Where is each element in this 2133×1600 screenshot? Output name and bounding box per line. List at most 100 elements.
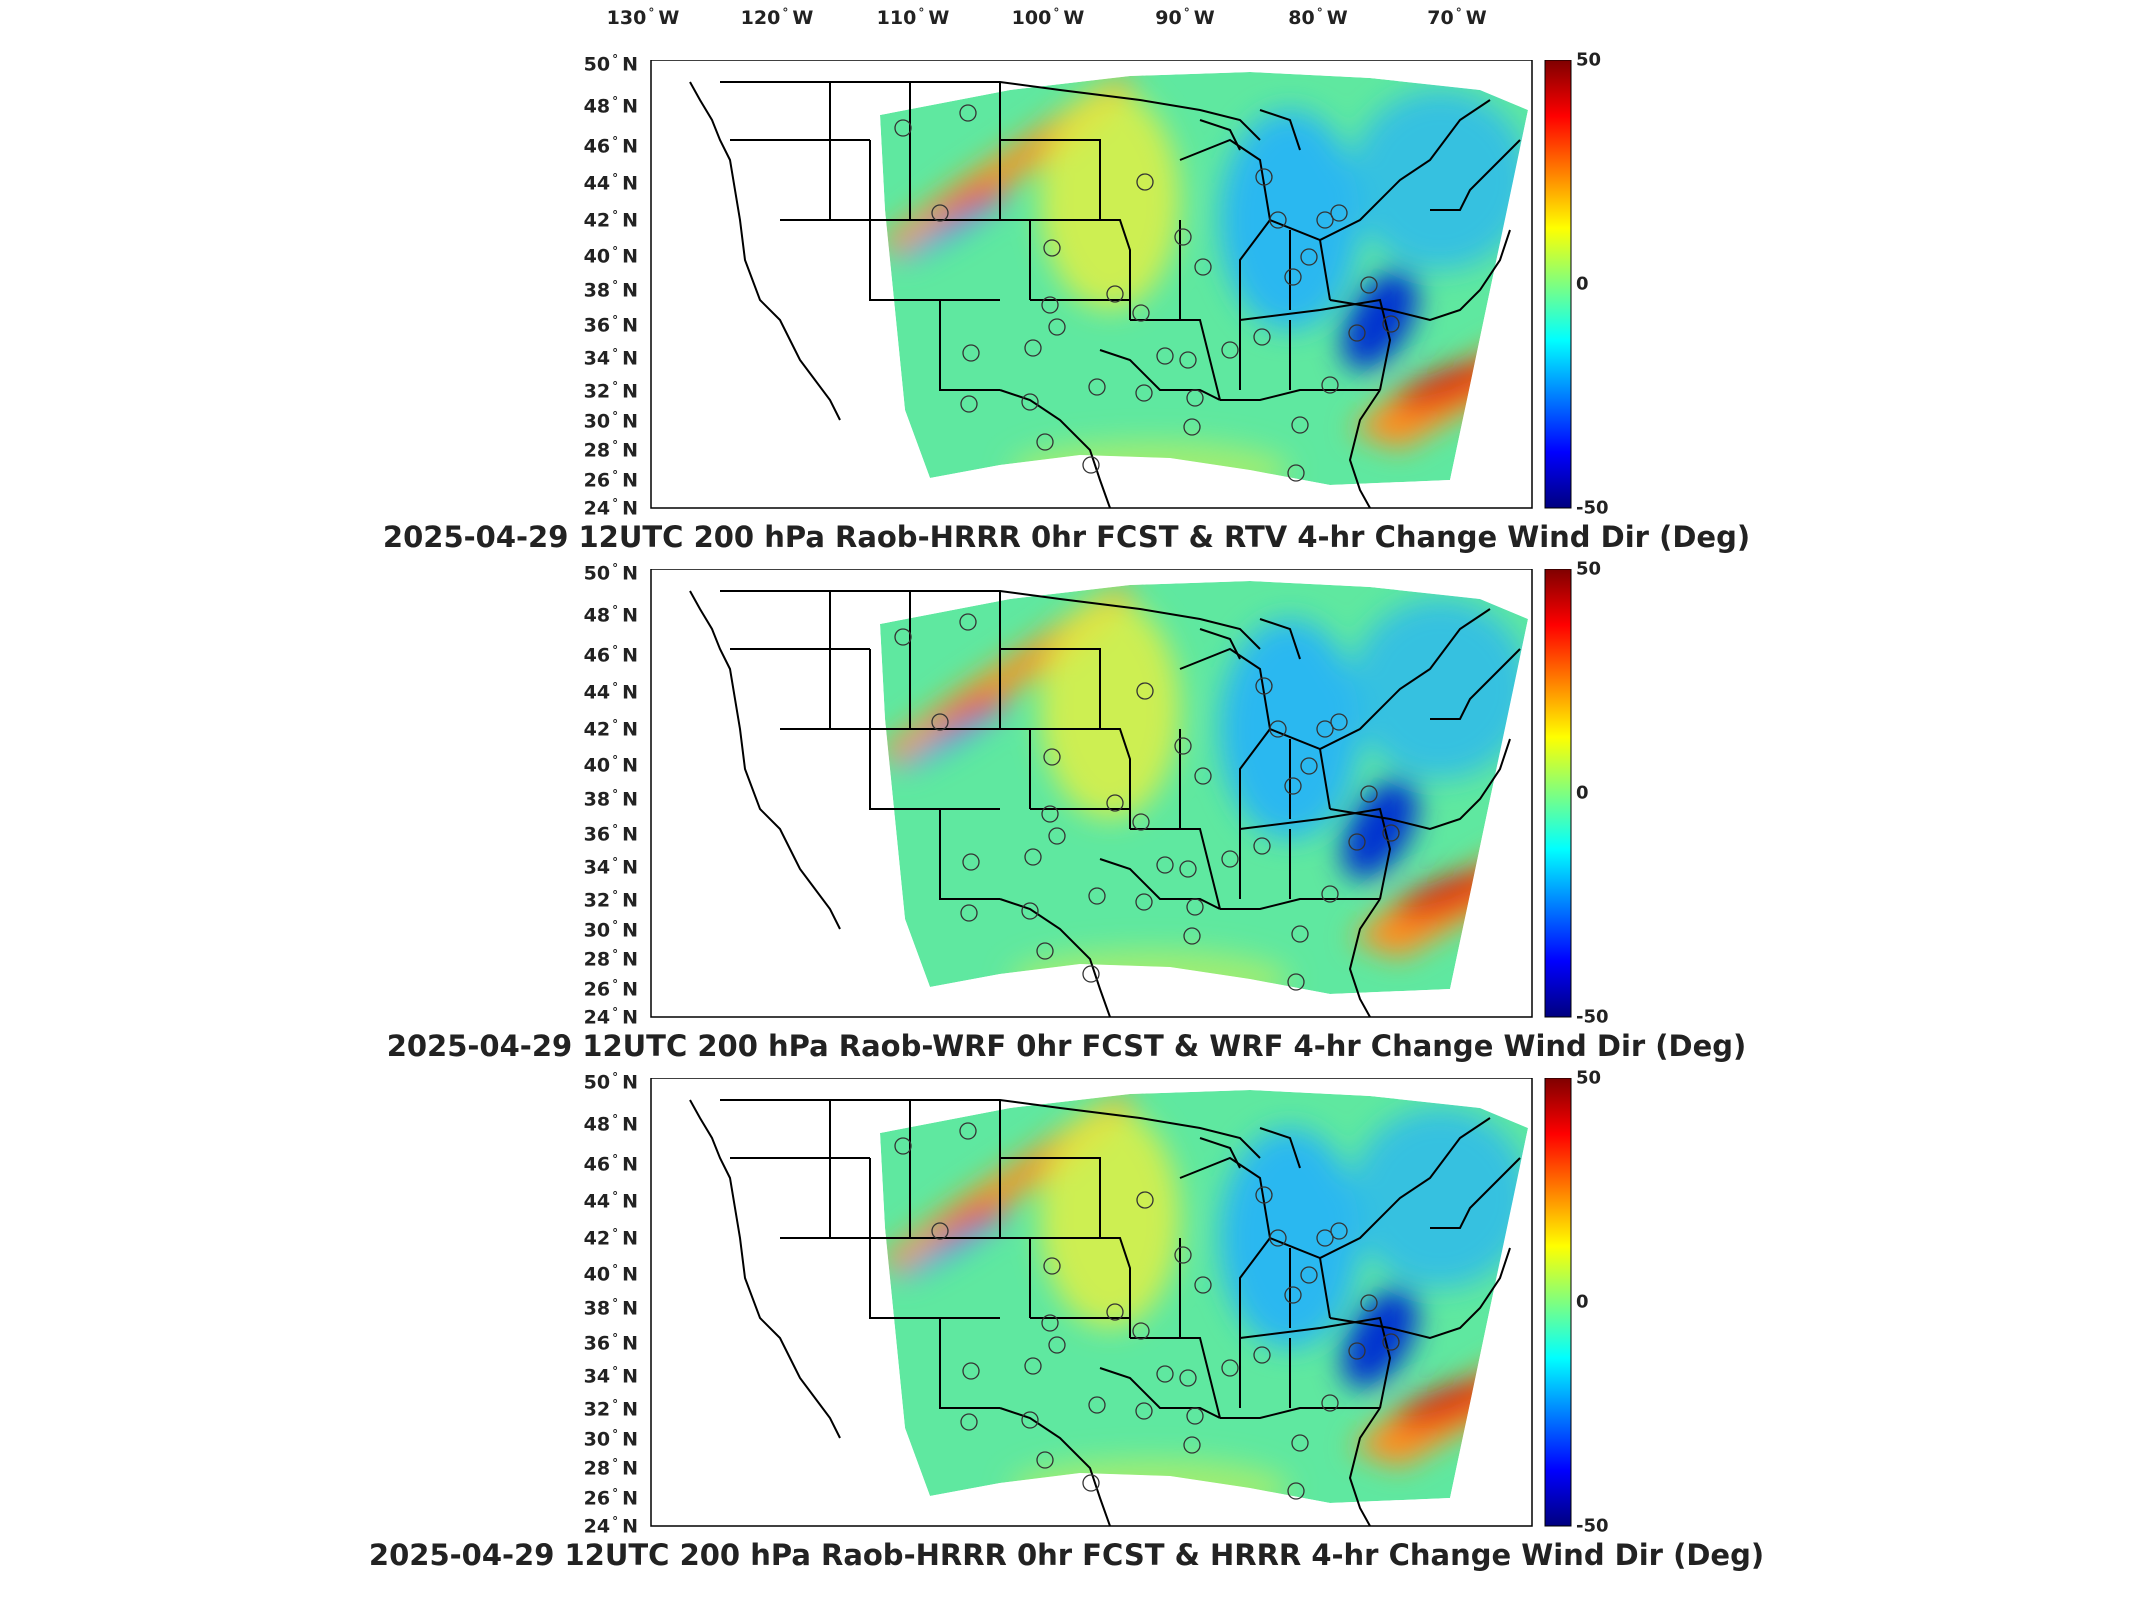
raob-station-marker: [1287, 1482, 1305, 1500]
colorbar-max-label: 50: [1576, 558, 1602, 580]
colorbar: [1544, 1078, 1572, 1527]
latitude-label: 26 ° N: [578, 1487, 638, 1510]
latitude-label: 28 ° N: [578, 948, 638, 971]
latitude-value: 26: [583, 978, 611, 1001]
raob-station-marker: [1036, 433, 1054, 451]
raob-station-marker: [1194, 258, 1212, 276]
latitude-label: 42 ° N: [578, 209, 638, 232]
colorbar-mid-label: 0: [1576, 273, 1589, 295]
hemisphere-letter: N: [622, 172, 638, 195]
latitude-value: 36: [583, 1332, 611, 1355]
degree-mark: °: [612, 753, 619, 768]
hemisphere-letter: N: [622, 604, 638, 627]
raob-station-marker: [1156, 856, 1174, 874]
raob-station-marker: [1316, 1229, 1334, 1247]
degree-mark: °: [612, 855, 619, 870]
latitude-value: 30: [583, 410, 611, 433]
degree-mark: °: [612, 244, 619, 259]
raob-station-marker: [1253, 837, 1271, 855]
raob-station-marker: [1135, 1402, 1153, 1420]
latitude-label: 40 ° N: [578, 245, 638, 268]
raob-station-marker: [1221, 1359, 1239, 1377]
degree-mark: °: [612, 787, 619, 802]
hemisphere-letter: N: [622, 1457, 638, 1480]
latitude-label: 32 ° N: [578, 380, 638, 403]
raob-station-marker: [1186, 389, 1204, 407]
hemisphere-letter: W: [1063, 7, 1085, 29]
raob-station-marker: [1382, 824, 1400, 842]
degree-mark: °: [612, 1189, 619, 1204]
latitude-label: 34 ° N: [578, 347, 638, 370]
panel-title: 2025-04-29 12UTC 200 hPa Raob-WRF 0hr FC…: [386, 1029, 1747, 1063]
hemisphere-letter: W: [658, 7, 680, 29]
raob-station-marker: [894, 119, 912, 137]
hemisphere-letter: N: [622, 1227, 638, 1250]
latitude-label: 46 ° N: [578, 644, 638, 667]
longitude-value: 70: [1427, 7, 1454, 29]
degree-mark: °: [612, 1456, 619, 1471]
station-markers: [894, 1122, 1400, 1500]
degree-mark: °: [612, 947, 619, 962]
raob-station-marker: [962, 344, 980, 362]
raob-station-marker: [1300, 1266, 1318, 1284]
hemisphere-letter: N: [622, 562, 638, 585]
latitude-label: 44 ° N: [578, 172, 638, 195]
latitude-value: 44: [583, 172, 611, 195]
raob-station-marker: [1088, 1396, 1106, 1414]
raob-station-marker: [1041, 1314, 1059, 1332]
latitude-label: 40 ° N: [578, 754, 638, 777]
raob-station-marker: [1106, 794, 1124, 812]
longitude-label: 120 ° W: [741, 6, 814, 29]
hemisphere-letter: N: [622, 644, 638, 667]
hemisphere-letter: N: [622, 1263, 638, 1286]
raob-station-marker: [1136, 682, 1154, 700]
raob-station-marker: [1132, 813, 1150, 831]
latitude-value: 50: [583, 562, 611, 585]
hemisphere-letter: N: [622, 718, 638, 741]
hemisphere-letter: N: [622, 469, 638, 492]
raob-station-marker: [931, 1222, 949, 1240]
degree-mark: °: [1316, 6, 1323, 20]
raob-station-marker: [1194, 1276, 1212, 1294]
map-panel: 50 ° N 48 ° N 46 ° N 44 ° N 42 ° N 40 ° N 38 ° N 36 ° N 34 ° N 32 ° N…: [0, 1068, 2133, 1576]
latitude-label: 38 ° N: [578, 788, 638, 811]
latitude-value: 50: [583, 1071, 611, 1094]
degree-mark: °: [612, 409, 619, 424]
raob-station-marker: [1043, 1257, 1061, 1275]
hemisphere-letter: N: [622, 1006, 638, 1029]
latitude-label: 30 ° N: [578, 919, 638, 942]
raob-station-marker: [1179, 1369, 1197, 1387]
hemisphere-letter: N: [622, 135, 638, 158]
raob-station-marker: [1179, 860, 1197, 878]
latitude-value: 28: [583, 439, 611, 462]
raob-station-marker: [931, 204, 949, 222]
raob-station-marker: [1174, 737, 1192, 755]
degree-mark: °: [612, 643, 619, 658]
latitude-value: 24: [583, 497, 611, 520]
map-panel: 50 ° N 48 ° N 46 ° N 44 ° N 42 ° N 40 ° N 38 ° N 36 ° N 34 ° N 32 ° N…: [0, 50, 2133, 558]
latitude-label: 46 ° N: [578, 1153, 638, 1176]
latitude-value: 30: [583, 1428, 611, 1451]
colorbar-min-label: -50: [1576, 1006, 1609, 1028]
state-borders: [689, 81, 1521, 509]
raob-station-marker: [1082, 1474, 1100, 1492]
hemisphere-letter: N: [622, 978, 638, 1001]
raob-station-marker: [1048, 1336, 1066, 1354]
latitude-label: 36 ° N: [578, 1332, 638, 1355]
latitude-value: 38: [583, 279, 611, 302]
raob-station-marker: [1291, 1434, 1309, 1452]
raob-station-marker: [1106, 285, 1124, 303]
raob-station-marker: [1041, 805, 1059, 823]
raob-station-marker: [1048, 827, 1066, 845]
raob-station-marker: [1348, 1342, 1366, 1360]
raob-station-marker: [1183, 418, 1201, 436]
latitude-value: 50: [583, 53, 611, 76]
raob-station-marker: [1183, 927, 1201, 945]
hemisphere-letter: W: [1193, 7, 1215, 29]
hemisphere-letter: N: [622, 919, 638, 942]
hemisphere-letter: N: [622, 1428, 638, 1451]
raob-station-marker: [1300, 248, 1318, 266]
hemisphere-letter: N: [622, 1515, 638, 1538]
raob-station-marker: [1136, 1191, 1154, 1209]
latitude-label: 24 ° N: [578, 497, 638, 520]
